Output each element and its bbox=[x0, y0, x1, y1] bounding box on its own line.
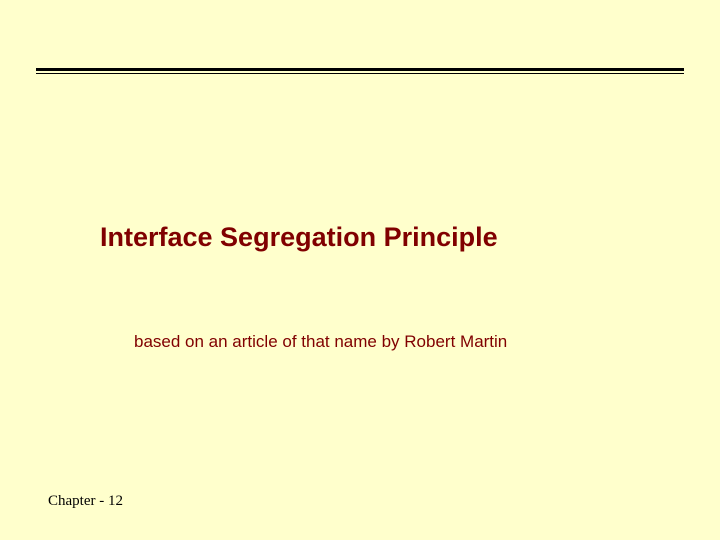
horizontal-divider bbox=[36, 68, 684, 71]
slide-title: Interface Segregation Principle bbox=[100, 222, 498, 253]
slide-subtitle: based on an article of that name by Robe… bbox=[134, 332, 507, 352]
chapter-label: Chapter - 12 bbox=[48, 493, 123, 510]
